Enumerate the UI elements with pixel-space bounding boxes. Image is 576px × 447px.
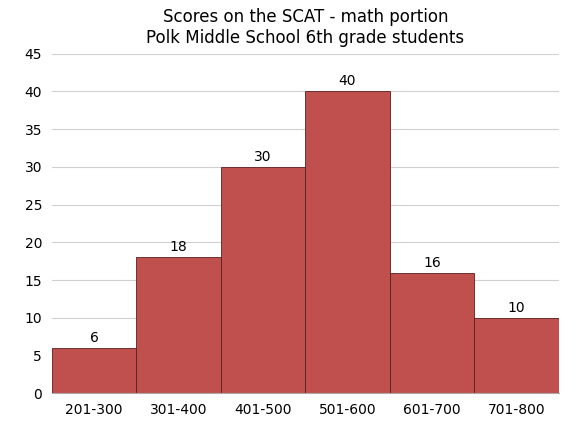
Text: 10: 10 [507,301,525,315]
Bar [221,167,305,393]
Text: 16: 16 [423,256,441,270]
Text: 18: 18 [170,240,187,254]
Bar [474,318,559,393]
Bar [390,273,474,393]
Bar [52,348,137,393]
Text: 6: 6 [90,331,98,345]
Text: 30: 30 [254,150,272,164]
Bar [137,257,221,393]
Title: Scores on the SCAT - math portion
Polk Middle School 6th grade students: Scores on the SCAT - math portion Polk M… [146,8,464,46]
Text: 40: 40 [339,74,357,89]
Bar [305,91,390,393]
